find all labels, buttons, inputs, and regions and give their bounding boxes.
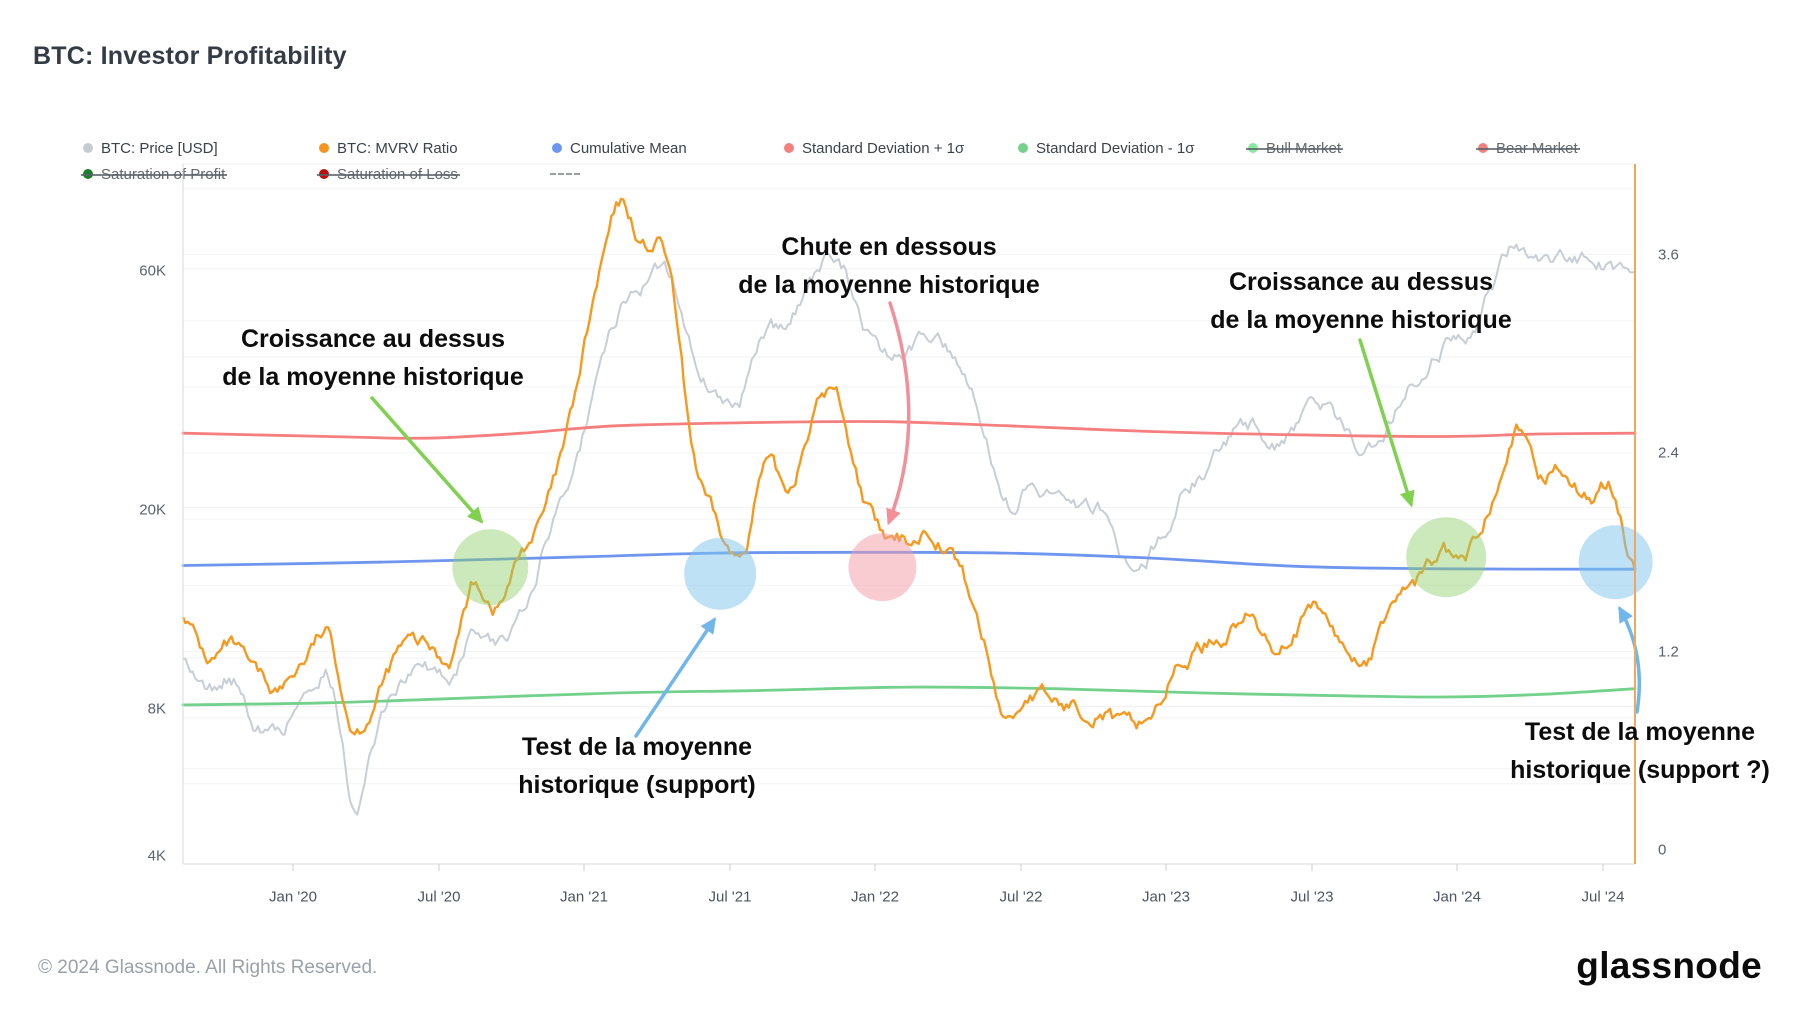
- dashed-line-icon: [550, 173, 580, 175]
- series-dot-icon: [1018, 143, 1028, 153]
- y-axis-label-3-6: 3.6: [1658, 246, 1679, 264]
- x-axis-label-jul23: Jul '23: [1290, 888, 1334, 906]
- annotation-growth-above-mean-2020: Croissance au dessus de la moyenne histo…: [222, 325, 524, 391]
- highlight-circle-test-of-mean-2021: [684, 537, 757, 610]
- series-dot-icon: [552, 143, 562, 153]
- legend-label: BTC: MVRV Ratio: [337, 139, 458, 157]
- legend-label: Standard Deviation + 1σ: [802, 139, 965, 157]
- series-dot-icon: [319, 143, 329, 153]
- x-axis-label-jan23: Jan '23: [1142, 888, 1190, 906]
- x-axis-label-jan24: Jan '24: [1433, 888, 1481, 906]
- glassnode-logo: glassnode: [1576, 945, 1762, 986]
- annotation-test-of-mean-support-2024: Test de la moyenne historique (support ?…: [1510, 718, 1770, 784]
- legend-item-btc-price[interactable]: BTC: Price [USD]: [83, 138, 218, 158]
- copyright-text: © 2024 Glassnode. All Rights Reserved.: [38, 957, 378, 978]
- x-axis-label-jul24: Jul '24: [1581, 888, 1625, 906]
- y-axis-label-2-4: 2.4: [1658, 444, 1679, 462]
- y-axis-label-0: 0: [1658, 841, 1667, 859]
- legend-item-saturation-loss[interactable]: Saturation of Loss: [317, 164, 460, 184]
- highlight-circle-growth-above-mean-2020: [452, 529, 529, 606]
- annotation-test-of-mean-support: Test de la moyenne historique (support): [518, 733, 756, 799]
- y-axis-label-60k: 60K: [139, 262, 166, 280]
- x-axis-label-jul21: Jul '21: [708, 888, 752, 906]
- legend-item-cumulative-mean[interactable]: Cumulative Mean: [552, 138, 687, 158]
- series-dot-icon: [784, 143, 794, 153]
- highlight-circle-test-of-mean-2024: [1578, 525, 1653, 600]
- page-title: BTC: Investor Profitability: [33, 42, 347, 70]
- x-axis-label-jan20: Jan '20: [269, 888, 317, 906]
- annotation-drop-below-mean: Chute en dessous de la moyenne historiqu…: [738, 233, 1040, 299]
- legend-item-bull-market[interactable]: Bull Market: [1245, 138, 1344, 158]
- highlight-circle-drop-below-mean-2022: [848, 533, 917, 602]
- legend-label: BTC: Price [USD]: [101, 139, 218, 157]
- legend-item-std-plus-1[interactable]: Standard Deviation + 1σ: [784, 138, 964, 158]
- legend-item-mvrv-ratio[interactable]: BTC: MVRV Ratio: [319, 138, 458, 158]
- legend-item-saturation-profit[interactable]: Saturation of Profit: [80, 164, 228, 184]
- legend-item-bear-market[interactable]: Bear Market: [1476, 138, 1580, 158]
- highlight-circle-growth-above-mean-2023: [1406, 517, 1487, 598]
- legend-label: Standard Deviation - 1σ: [1036, 139, 1195, 157]
- legend-label: Cumulative Mean: [570, 139, 687, 157]
- y-axis-label-8k: 8K: [147, 700, 166, 718]
- legend-item-dash[interactable]: [550, 164, 580, 184]
- annotation-growth-above-mean-2023: Croissance au dessus de la moyenne histo…: [1210, 268, 1512, 334]
- y-axis-label-20k: 20K: [139, 501, 166, 519]
- series-dot-icon: [83, 143, 93, 153]
- x-axis-label-jan22: Jan '22: [851, 888, 899, 906]
- x-axis-label-jan21: Jan '21: [560, 888, 608, 906]
- x-axis-label-jul20: Jul '20: [417, 888, 461, 906]
- y-axis-label-4k: 4K: [147, 847, 166, 865]
- legend-item-std-minus-1[interactable]: Standard Deviation - 1σ: [1018, 138, 1195, 158]
- x-axis-label-jul22: Jul '22: [999, 888, 1043, 906]
- y-axis-label-1-2: 1.2: [1658, 643, 1679, 661]
